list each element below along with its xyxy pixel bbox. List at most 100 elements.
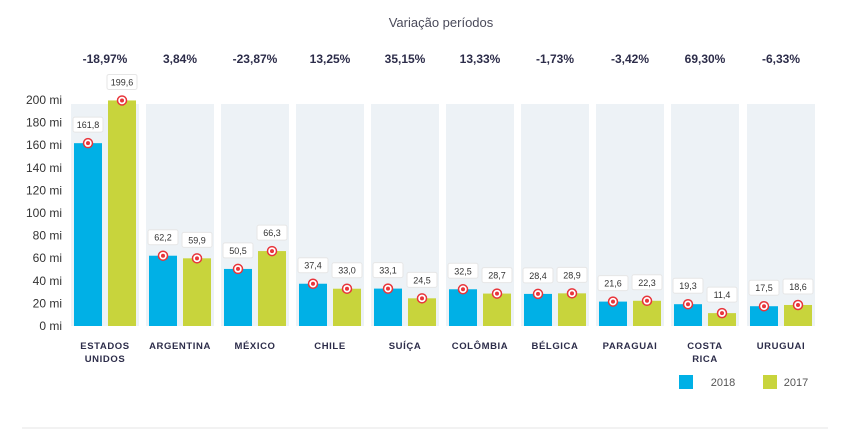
- data-label: 50,5: [229, 246, 247, 256]
- data-label-box: [748, 279, 780, 296]
- data-label-box: [631, 274, 663, 291]
- y-tick-label: 160 mi: [26, 138, 62, 152]
- data-label: 11,4: [714, 290, 731, 300]
- bar: [224, 268, 252, 326]
- legend: 2018 2017: [679, 375, 808, 389]
- group-background: [446, 104, 514, 326]
- data-label: 22,3: [638, 278, 656, 288]
- data-label-box: [672, 277, 704, 294]
- data-label: 28,4: [529, 271, 547, 281]
- category-label: UNIDOS: [85, 354, 126, 365]
- data-label: 199,6: [111, 77, 134, 87]
- data-label: 19,3: [679, 281, 697, 291]
- data-point-dot: [120, 98, 124, 103]
- variation-label: -3,42%: [611, 52, 649, 66]
- group-backgrounds: [71, 104, 815, 326]
- data-label-box: [72, 116, 104, 133]
- variation-label: -1,73%: [536, 52, 574, 66]
- variation-label: -23,87%: [233, 52, 278, 66]
- category-label: RICA: [692, 354, 718, 365]
- y-tick-label: 80 mi: [33, 229, 62, 243]
- data-label-box: [331, 262, 363, 279]
- legend-swatch-2018: [679, 375, 693, 389]
- bar: [449, 289, 477, 326]
- data-label-box: [297, 257, 329, 274]
- data-label: 59,9: [188, 235, 206, 245]
- category-label: BÉLGICA: [532, 341, 579, 352]
- data-point-dot: [536, 291, 540, 296]
- data-point-dot: [495, 291, 499, 296]
- variation-label: 13,25%: [310, 52, 351, 66]
- data-point-dot: [645, 298, 649, 303]
- variation-label: 3,84%: [163, 52, 197, 66]
- data-point-dot: [195, 256, 199, 261]
- y-tick-label: 140 mi: [26, 161, 62, 175]
- data-label: 28,7: [488, 271, 506, 281]
- group-background: [596, 104, 664, 326]
- variation-label: -18,97%: [83, 52, 128, 66]
- legend-label-2017: 2017: [784, 377, 808, 389]
- data-label: 161,8: [77, 120, 100, 130]
- data-point-dot: [236, 266, 240, 271]
- bar: [674, 304, 702, 326]
- data-label: 32,5: [454, 266, 472, 276]
- variation-label: 13,33%: [460, 52, 501, 66]
- bars: [74, 100, 812, 327]
- category-label: ARGENTINA: [149, 341, 211, 352]
- data-point-dot: [461, 287, 465, 292]
- data-point-dot: [720, 311, 724, 316]
- data-label: 66,3: [263, 228, 281, 238]
- data-label-box: [372, 262, 404, 279]
- data-label-box: [147, 229, 179, 246]
- data-point-dot: [161, 253, 165, 258]
- category-label: URUGUAI: [757, 341, 806, 352]
- bar: [784, 304, 812, 326]
- category-label: CHILE: [314, 341, 346, 352]
- data-label-box: [406, 271, 438, 288]
- data-label: 21,6: [604, 279, 622, 289]
- variation-label: 35,15%: [385, 52, 426, 66]
- data-label-box: [706, 286, 738, 303]
- y-tick-label: 60 mi: [33, 251, 62, 265]
- bar: [183, 258, 211, 326]
- variation-label: -6,33%: [762, 52, 800, 66]
- chart-title: Variação períodos: [389, 15, 494, 30]
- legend-swatch-2017: [763, 375, 777, 389]
- bar: [558, 293, 586, 326]
- data-point-dot: [686, 302, 690, 307]
- data-label: 17,5: [755, 283, 773, 293]
- category-label: COLÔMBIA: [452, 340, 509, 352]
- data-point-dot: [570, 291, 574, 296]
- data-point-dot: [420, 296, 424, 301]
- data-point-dot: [311, 281, 315, 286]
- data-label-box: [556, 266, 588, 283]
- data-label-box: [256, 224, 288, 241]
- data-label-box: [222, 242, 254, 259]
- legend-label-2018: 2018: [711, 377, 735, 389]
- bar: [74, 143, 102, 326]
- data-point-dot: [386, 286, 390, 291]
- bar: [374, 288, 402, 326]
- bar: [258, 251, 286, 326]
- data-point-dot: [611, 299, 615, 304]
- category-label: COSTA: [687, 341, 723, 352]
- bar: [108, 100, 136, 327]
- group-background: [521, 104, 589, 326]
- category-label: MÉXICO: [234, 341, 275, 352]
- category-label: SUÍÇA: [389, 341, 422, 352]
- y-tick-label: 180 mi: [26, 116, 62, 130]
- data-label-box: [782, 278, 814, 295]
- data-label: 28,9: [563, 270, 581, 280]
- data-point-dot: [762, 304, 766, 309]
- data-labels: 161,8 199,6 62,2 59,9 50,5 66,3 37,4 33,0 33,1 24…: [72, 73, 814, 319]
- variation-label: 69,30%: [685, 52, 726, 66]
- data-label: 24,5: [413, 275, 431, 285]
- category-label: PARAGUAI: [603, 341, 658, 352]
- category-label: ESTADOS: [80, 341, 129, 352]
- data-label-box: [106, 73, 138, 90]
- x-axis-categories: ESTADOS UNIDOS ARGENTINA MÉXICO CHILE SUÍÇA CO…: [80, 340, 806, 365]
- data-label-box: [481, 267, 513, 284]
- bar: [708, 313, 736, 326]
- data-label-box: [522, 267, 554, 284]
- bar: [483, 293, 511, 326]
